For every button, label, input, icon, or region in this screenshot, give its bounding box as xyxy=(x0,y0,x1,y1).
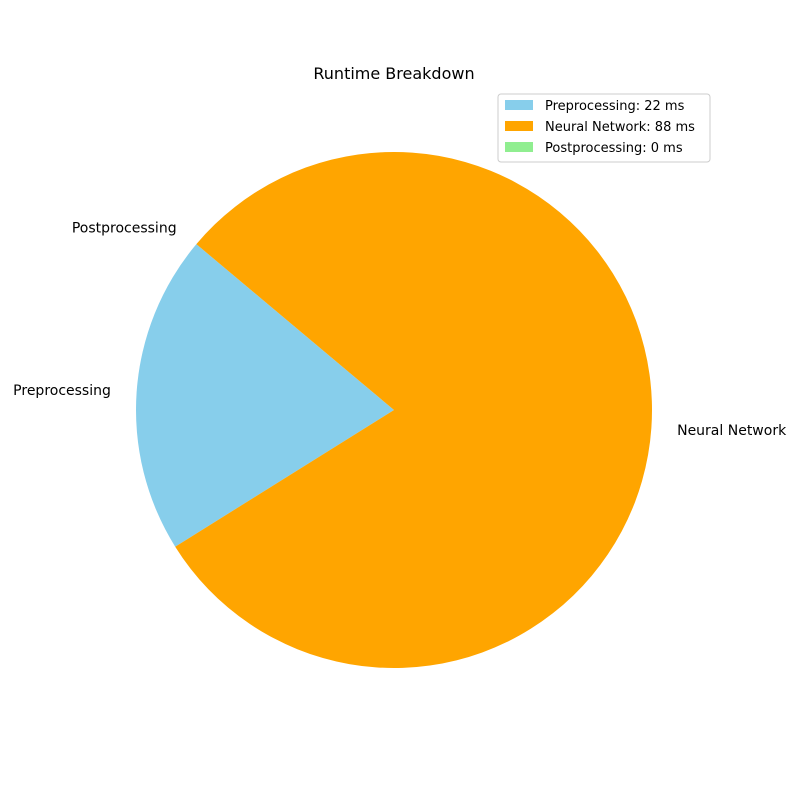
slice-label-postprocessing: Postprocessing xyxy=(72,221,177,237)
legend-frame xyxy=(497,93,711,163)
legend-entry-preprocessing: Preprocessing: 22 ms xyxy=(545,99,685,114)
legend-swatch-postprocessing xyxy=(505,142,533,152)
slice-labels: Preprocessing Neural Network Postprocessin… xyxy=(13,221,787,439)
slice-label-neural-network: Neural Network xyxy=(677,423,787,439)
pie-slices xyxy=(136,151,653,669)
legend-entry-postprocessing: Postprocessing: 0 ms xyxy=(545,141,683,156)
legend-swatch-neural-network xyxy=(505,121,533,131)
legend-entry-neural-network: Neural Network: 88 ms xyxy=(545,120,695,135)
pie-slice-preprocessing xyxy=(136,244,394,547)
legend-swatch-preprocessing xyxy=(505,100,533,110)
legend: Preprocessing: 22 ms Neural Network: 88 m… xyxy=(497,93,711,163)
chart-title: Runtime Breakdown xyxy=(313,64,474,83)
slice-label-preprocessing: Preprocessing xyxy=(13,383,111,399)
pie-slice-neural-network xyxy=(175,151,653,669)
